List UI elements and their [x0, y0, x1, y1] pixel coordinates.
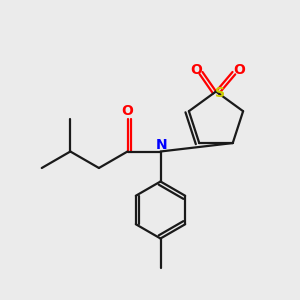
- Text: S: S: [214, 86, 225, 100]
- Text: O: O: [190, 64, 202, 77]
- Text: N: N: [156, 138, 168, 152]
- Text: O: O: [122, 104, 134, 118]
- Text: O: O: [233, 64, 245, 77]
